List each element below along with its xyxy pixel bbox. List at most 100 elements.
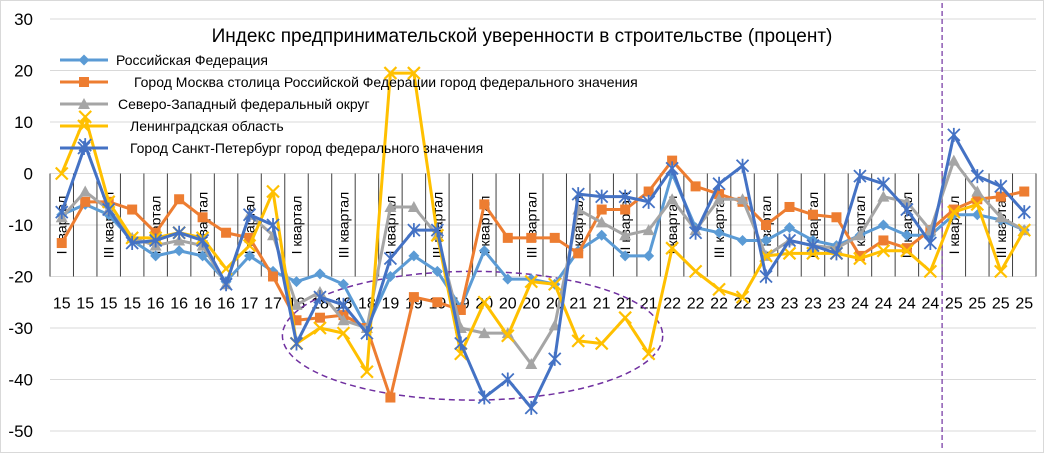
x-tick-year: 22 xyxy=(663,295,681,312)
data-point xyxy=(150,250,162,262)
data-point xyxy=(994,264,1008,279)
data-point xyxy=(313,290,327,305)
data-point xyxy=(431,265,443,277)
data-point xyxy=(407,200,420,212)
data-point xyxy=(666,193,679,205)
legend-label: Город Санкт-Петербург город федерального… xyxy=(130,140,483,156)
data-point xyxy=(643,250,655,262)
data-point xyxy=(219,277,233,292)
x-tick-year: 21 xyxy=(593,295,611,312)
data-point xyxy=(501,372,515,387)
data-point xyxy=(737,234,749,246)
data-point xyxy=(360,364,374,379)
data-point xyxy=(102,202,116,217)
x-tick-year: 23 xyxy=(757,295,775,312)
data-point xyxy=(1017,205,1031,220)
data-point xyxy=(761,220,772,230)
data-point xyxy=(477,390,491,405)
data-point xyxy=(407,223,421,238)
data-point xyxy=(735,158,750,173)
data-point xyxy=(947,205,961,219)
data-point xyxy=(54,166,69,181)
data-point xyxy=(454,336,468,351)
data-point xyxy=(242,207,257,222)
x-tick-year: 25 xyxy=(1015,295,1033,312)
data-point xyxy=(478,327,491,339)
x-tick-year: 21 xyxy=(569,295,587,312)
data-point xyxy=(385,392,396,403)
data-point xyxy=(430,223,444,238)
annotation-ellipse xyxy=(281,270,664,401)
data-point xyxy=(877,190,890,202)
data-point xyxy=(291,276,302,288)
data-point xyxy=(1019,186,1030,197)
data-point xyxy=(853,229,866,241)
x-tick-quarter: I квартал xyxy=(664,196,680,255)
data-point xyxy=(619,229,632,241)
data-point xyxy=(688,264,703,279)
x-tick-year: 15 xyxy=(100,295,118,312)
data-point xyxy=(408,250,420,262)
x-tick-year: 17 xyxy=(241,295,259,312)
x-tick-year: 25 xyxy=(992,295,1010,312)
x-tick-quarter: I квартал xyxy=(289,196,305,255)
x-tick-year: 22 xyxy=(687,295,705,312)
data-point xyxy=(571,334,585,348)
data-point xyxy=(432,297,443,308)
data-point xyxy=(360,326,374,341)
data-point xyxy=(77,141,91,155)
data-point xyxy=(594,336,609,351)
data-point xyxy=(690,181,701,192)
data-point xyxy=(688,225,703,240)
data-point xyxy=(829,246,844,261)
data-point xyxy=(643,186,654,197)
data-point xyxy=(596,204,607,215)
x-tick-year: 21 xyxy=(640,295,658,312)
data-point xyxy=(548,351,562,366)
data-point xyxy=(173,245,185,257)
data-point xyxy=(995,191,1006,202)
legend-item-3: Северо-Западный федеральный округ xyxy=(60,96,370,112)
data-point xyxy=(408,292,419,303)
y-tick-label: 0 xyxy=(24,165,33,184)
data-point xyxy=(736,193,749,205)
x-tick-year: 16 xyxy=(194,295,212,312)
data-point xyxy=(877,219,889,231)
data-point xyxy=(55,205,69,220)
data-point xyxy=(526,232,537,243)
legend-label: Северо-Западный федеральный округ xyxy=(118,96,370,112)
data-point xyxy=(77,119,91,133)
legend-label: Ленинградская область xyxy=(130,118,284,134)
data-point xyxy=(948,204,959,215)
data-point xyxy=(970,197,985,212)
data-point xyxy=(195,233,210,248)
data-point xyxy=(524,274,539,289)
y-tick-label: -40 xyxy=(8,371,33,390)
legend-item-4: Ленинградская область xyxy=(60,118,284,134)
data-point xyxy=(784,201,795,212)
data-point xyxy=(524,400,538,415)
data-point xyxy=(197,250,209,262)
x-tick-year: 24 xyxy=(851,295,869,312)
x-tick-year: 15 xyxy=(53,295,71,312)
data-point xyxy=(125,236,139,251)
data-point xyxy=(383,66,398,80)
data-point xyxy=(831,212,842,223)
data-point xyxy=(268,271,279,282)
x-tick-quarter: III квартал xyxy=(523,192,539,258)
data-point xyxy=(619,250,631,262)
x-tick-quarter: III квартал xyxy=(335,192,351,258)
data-point xyxy=(618,189,632,204)
data-point xyxy=(78,98,90,109)
data-point xyxy=(806,238,820,253)
data-point xyxy=(547,277,562,292)
data-point xyxy=(713,227,725,239)
data-point xyxy=(502,232,513,243)
data-point xyxy=(479,199,490,210)
data-point xyxy=(478,245,490,257)
x-tick-year: 23 xyxy=(804,295,822,312)
data-point xyxy=(642,194,656,209)
data-point xyxy=(337,278,349,290)
data-point xyxy=(477,295,492,310)
y-tick-label: -10 xyxy=(8,216,33,235)
